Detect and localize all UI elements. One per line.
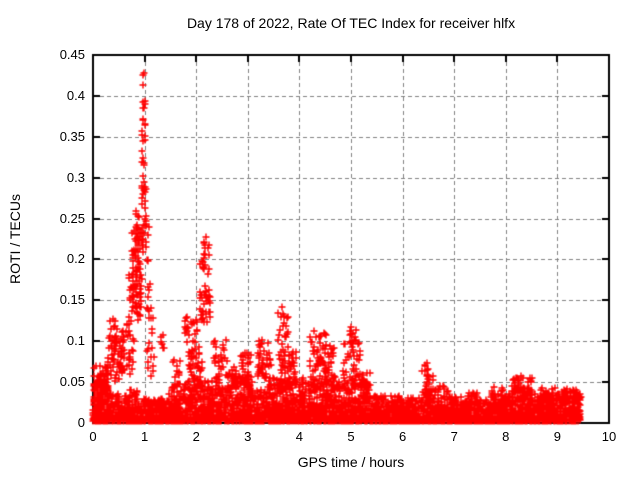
- y-tick-label: 0.35: [59, 128, 85, 144]
- y-tick-label: 0.2: [66, 251, 85, 267]
- y-tick-label: 0.45: [59, 47, 85, 62]
- y-axis-title: ROTI / TECUs: [7, 194, 23, 284]
- x-tick-label: 9: [553, 429, 561, 444]
- y-tick-label: 0: [77, 415, 85, 430]
- x-tick-label: 1: [140, 429, 149, 444]
- x-tick-label: 3: [244, 429, 252, 444]
- x-tick-label: 0: [89, 429, 97, 444]
- y-tick-label: 0.15: [59, 292, 85, 308]
- x-tick-label: 6: [398, 429, 407, 444]
- x-tick-label: 8: [502, 429, 510, 444]
- y-tick-label: 0.25: [59, 210, 85, 226]
- y-tick-label: 0.4: [66, 87, 85, 103]
- x-tick-label: 2: [192, 429, 200, 444]
- x-tick-label: 10: [601, 429, 617, 444]
- x-tick-label: 4: [295, 429, 303, 444]
- chart-title: Day 178 of 2022, Rate Of TEC Index for r…: [186, 15, 516, 31]
- y-tick-label: 0.05: [59, 374, 85, 390]
- x-tick-label: 5: [347, 429, 355, 444]
- y-tick-label: 0.1: [66, 333, 85, 349]
- x-axis-title: GPS time / hours: [297, 454, 405, 470]
- x-tick-label: 7: [450, 429, 458, 444]
- y-tick-label: 0.3: [66, 169, 85, 185]
